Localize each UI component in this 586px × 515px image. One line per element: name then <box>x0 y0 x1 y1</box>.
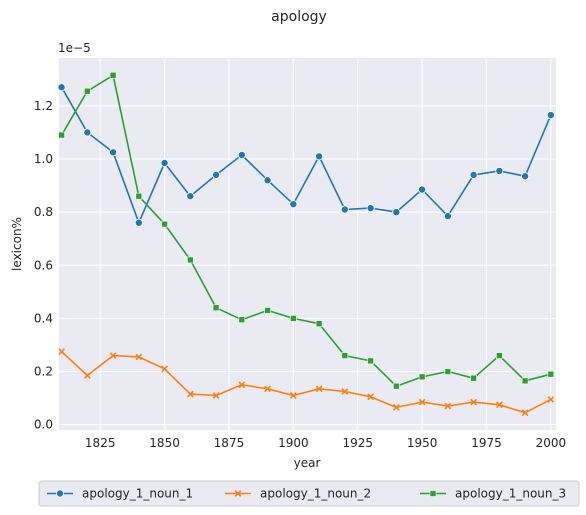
x-tick-label: 1875 <box>214 436 245 450</box>
data-point <box>290 201 297 208</box>
y-scale-label: 1e−5 <box>58 41 91 55</box>
data-point <box>238 151 245 158</box>
x-tick-label: 1950 <box>407 436 438 450</box>
legend-marker <box>56 490 63 497</box>
data-point <box>58 84 65 91</box>
data-point <box>84 129 91 136</box>
data-point <box>290 315 296 321</box>
y-tick-label: 0.6 <box>34 258 53 272</box>
data-point <box>162 221 168 227</box>
data-point <box>341 206 348 213</box>
data-point <box>213 305 219 311</box>
x-tick-label: 1925 <box>342 436 373 450</box>
data-point <box>315 153 322 160</box>
data-point <box>136 193 142 199</box>
data-point <box>548 371 554 377</box>
data-point <box>418 186 425 193</box>
data-point <box>342 353 348 359</box>
data-point <box>135 219 142 226</box>
data-point <box>212 171 219 178</box>
y-tick-label: 1.0 <box>34 152 53 166</box>
y-axis-label: lexicon% <box>10 217 24 271</box>
x-tick-label: 1850 <box>149 436 180 450</box>
data-point <box>187 193 194 200</box>
legend-marker <box>430 491 436 497</box>
data-point <box>187 257 193 263</box>
legend-label: apology_1_noun_2 <box>260 487 371 501</box>
data-point <box>547 112 554 119</box>
y-tick-label: 0.0 <box>34 418 53 432</box>
data-point <box>521 173 528 180</box>
data-point <box>110 72 116 78</box>
x-tick-label: 1825 <box>85 436 116 450</box>
x-tick-label: 1975 <box>471 436 502 450</box>
data-point <box>393 383 399 389</box>
data-point <box>496 167 503 174</box>
data-point <box>84 88 90 94</box>
data-point <box>445 369 451 375</box>
y-tick-label: 0.8 <box>34 205 53 219</box>
plot-area <box>59 58 556 430</box>
data-point <box>471 375 477 381</box>
data-point <box>265 307 271 313</box>
y-axis-ticks: 0.0 0.2 0.4 0.6 0.8 1.0 1.2 <box>34 99 53 432</box>
x-tick-label: 1900 <box>278 436 309 450</box>
data-point <box>316 321 322 327</box>
data-point <box>109 149 116 156</box>
x-axis-ticks: 1825 1850 1875 1900 1925 1950 1975 2000 <box>85 436 566 450</box>
x-tick-label: 2000 <box>536 436 567 450</box>
chart-title: apology <box>271 9 327 25</box>
legend-label: apology_1_noun_1 <box>82 487 193 501</box>
legend-label: apology_1_noun_3 <box>455 487 566 501</box>
legend: apology_1_noun_1 apology_1_noun_2 apology_… <box>39 481 579 506</box>
data-point <box>393 209 400 216</box>
data-point <box>496 353 502 359</box>
data-point <box>419 374 425 380</box>
data-point <box>444 213 451 220</box>
x-axis-label: year <box>294 456 321 470</box>
data-point <box>367 205 374 212</box>
data-point <box>59 132 65 138</box>
y-tick-label: 0.4 <box>34 311 53 325</box>
data-point <box>368 358 374 364</box>
data-point <box>470 171 477 178</box>
y-tick-label: 0.2 <box>34 365 53 379</box>
data-point <box>161 159 168 166</box>
data-point <box>239 317 245 323</box>
data-point <box>522 378 528 384</box>
data-point <box>264 177 271 184</box>
y-tick-label: 1.2 <box>34 99 53 113</box>
